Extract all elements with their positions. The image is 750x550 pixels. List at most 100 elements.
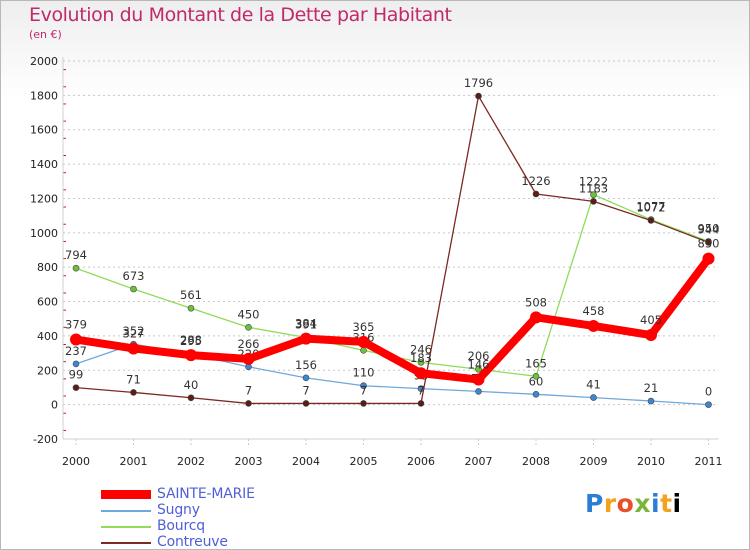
data-label-sainte-marie: 266 xyxy=(238,337,260,351)
data-label-sugny: 21 xyxy=(644,381,659,395)
data-label-sainte-marie: 508 xyxy=(525,295,547,309)
data-point-sainte-marie xyxy=(587,319,600,332)
data-label-bourcq: 450 xyxy=(238,307,260,321)
legend-swatch xyxy=(101,526,151,528)
data-label-sainte-marie: 384 xyxy=(295,317,317,331)
data-label-contreuve: 71 xyxy=(126,372,141,386)
x-tick-label: 2006 xyxy=(407,455,435,468)
data-label-sugny: 0 xyxy=(705,385,712,399)
series-line-contreuve xyxy=(75,95,710,405)
y-tick-label: 1600 xyxy=(30,124,58,137)
data-point-bourcq xyxy=(475,365,482,373)
data-label-sainte-marie: 405 xyxy=(640,313,662,327)
data-label-bourcq: 673 xyxy=(123,269,145,283)
data-label-sugny: 60 xyxy=(529,374,544,388)
data-point-sainte-marie xyxy=(472,373,485,386)
data-point-contreuve xyxy=(417,400,425,407)
x-tick-label: 2004 xyxy=(292,455,320,468)
data-label-contreuve: 1796 xyxy=(464,76,493,90)
data-point-sainte-marie xyxy=(415,367,427,380)
x-tick-label: 2011 xyxy=(695,455,723,468)
data-point-contreuve xyxy=(187,394,195,402)
data-label-sugny: 156 xyxy=(295,358,317,372)
data-point-sainte-marie xyxy=(357,335,370,348)
y-tick-label: 2000 xyxy=(30,55,58,68)
data-point-sugny xyxy=(302,374,310,382)
data-point-sainte-marie xyxy=(127,342,140,355)
data-label-bourcq: 391 xyxy=(295,317,317,331)
y-tick-label: 1400 xyxy=(30,158,58,171)
data-point-sugny xyxy=(475,388,482,395)
data-label-contreuve: 1226 xyxy=(521,174,550,188)
chart-title: Evolution du Montant de la Dette par Hab… xyxy=(29,4,452,26)
data-label-contreuve: 944 xyxy=(698,222,720,236)
data-label-contreuve: 7 xyxy=(302,383,309,397)
data-point-sainte-marie xyxy=(70,333,82,346)
x-tick-label: 2003 xyxy=(235,455,263,468)
legend-label: Sugny xyxy=(157,502,200,518)
data-point-contreuve xyxy=(72,384,80,391)
data-point-sainte-marie xyxy=(300,332,312,345)
data-point-contreuve xyxy=(590,198,597,205)
data-point-bourcq xyxy=(360,347,367,354)
y-tick-label: 1000 xyxy=(30,227,58,240)
data-label-contreuve: 1183 xyxy=(579,181,608,195)
data-point-contreuve xyxy=(130,389,137,396)
data-label-bourcq: 794 xyxy=(65,248,87,262)
data-label-sugny: 237 xyxy=(65,344,87,358)
data-point-sugny xyxy=(360,382,367,390)
y-tick-label: 0 xyxy=(51,399,58,412)
y-tick-label: -200 xyxy=(33,433,58,446)
y-tick-label: 400 xyxy=(37,330,58,343)
data-label-sugny: 295 xyxy=(180,334,202,348)
data-point-sainte-marie xyxy=(530,311,542,324)
data-point-bourcq xyxy=(417,359,425,366)
logo-letter: P xyxy=(585,489,604,518)
x-tick-label: 2007 xyxy=(465,455,493,468)
data-point-sugny xyxy=(532,391,540,398)
y-tick-label: 1800 xyxy=(30,89,58,102)
data-point-bourcq xyxy=(245,324,252,331)
data-label-bourcq: 561 xyxy=(180,288,202,302)
data-point-sugny xyxy=(705,401,712,408)
legend-swatch xyxy=(101,542,151,544)
data-point-contreuve xyxy=(705,239,712,246)
logo-letter: i xyxy=(672,489,682,518)
data-point-bourcq xyxy=(590,191,597,198)
data-label-sainte-marie: 458 xyxy=(583,304,605,318)
y-tick-label: 600 xyxy=(37,296,58,309)
data-point-contreuve xyxy=(302,400,310,407)
data-point-bourcq xyxy=(532,372,540,380)
y-tick-label: 800 xyxy=(37,261,58,274)
data-label-contreuve: 7 xyxy=(245,383,252,397)
data-label-sainte-marie: 850 xyxy=(698,237,720,251)
data-point-sainte-marie xyxy=(702,252,715,265)
logo-letter: i xyxy=(651,489,661,518)
data-point-bourcq xyxy=(187,304,195,312)
x-tick-label: 2002 xyxy=(177,455,205,468)
data-label-sainte-marie: 379 xyxy=(65,318,87,332)
proxiti-logo: Proxiti xyxy=(585,489,682,518)
data-label-sainte-marie: 365 xyxy=(353,320,375,334)
x-tick-label: 2000 xyxy=(62,455,90,468)
data-label-sainte-marie: 183 xyxy=(410,351,432,365)
data-label-bourcq: 1077 xyxy=(636,200,665,214)
x-tick-label: 2005 xyxy=(350,455,378,468)
data-label-sainte-marie: 327 xyxy=(123,326,145,340)
legend-swatch xyxy=(101,510,151,512)
data-label-sugny: 352 xyxy=(123,324,145,338)
legend-label: Bourcq xyxy=(157,518,205,534)
logo-letter: x xyxy=(634,489,651,518)
data-label-sainte-marie: 288 xyxy=(180,333,202,347)
data-label-bourcq: 246 xyxy=(410,342,432,356)
data-label-bourcq: 950 xyxy=(698,221,720,235)
x-tick-label: 2008 xyxy=(522,455,550,468)
logo-letter: t xyxy=(660,489,673,518)
legend-label: SAINTE-MARIE xyxy=(157,486,255,502)
data-label-contreuve: 99 xyxy=(69,368,84,382)
x-tick-label: 2001 xyxy=(120,455,148,468)
data-label-contreuve: 40 xyxy=(184,378,199,392)
data-point-sugny xyxy=(72,360,80,368)
